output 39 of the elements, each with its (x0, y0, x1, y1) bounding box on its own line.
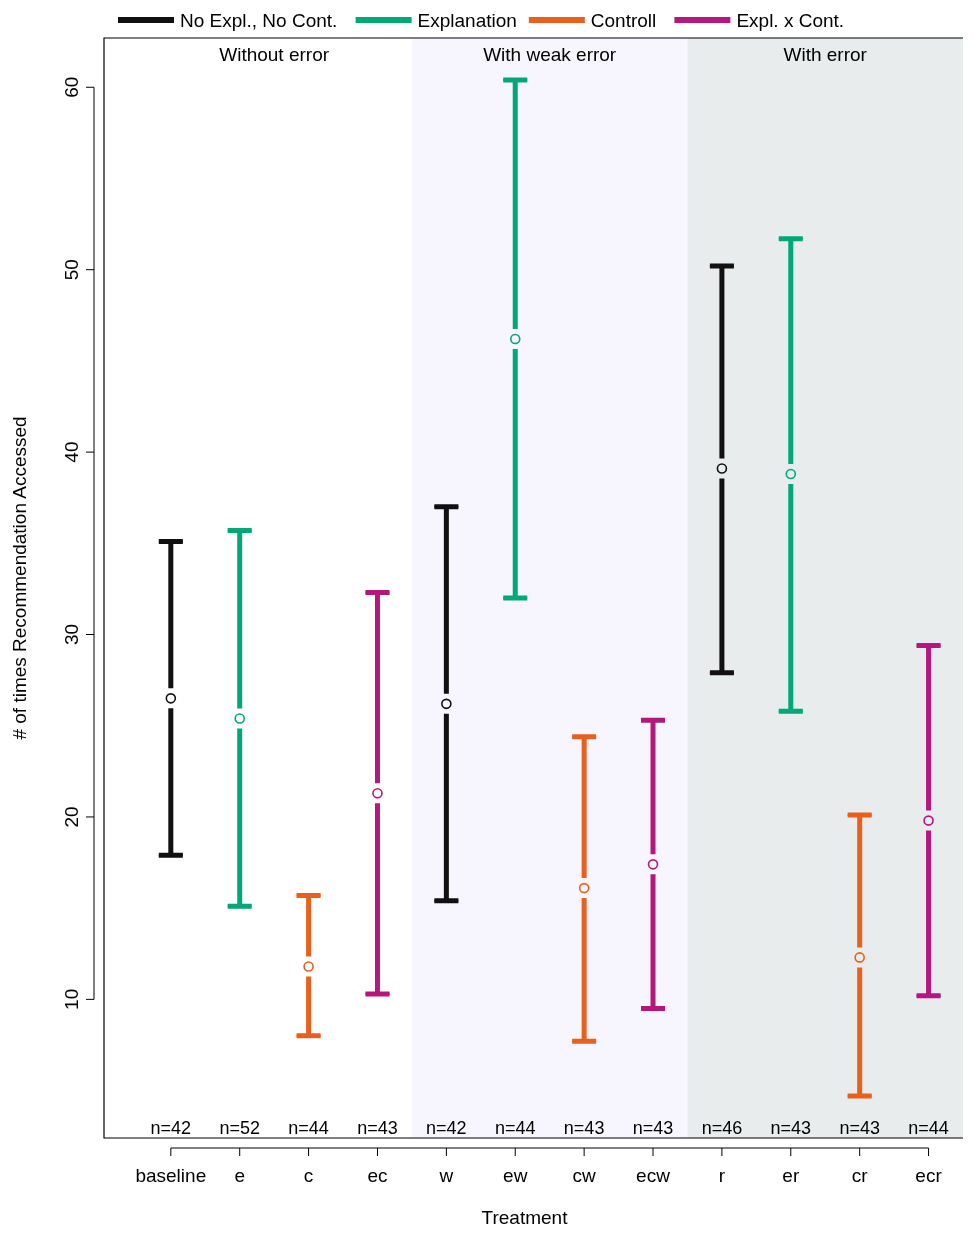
annotation: n=44 (288, 1118, 329, 1138)
x-tick-label: e (234, 1165, 245, 1186)
annotation: n=44 (494, 1118, 536, 1138)
annotation: n=42 (150, 1118, 192, 1138)
legend-label: Controll (590, 10, 657, 31)
x-tick-label: ec (367, 1165, 388, 1186)
annotation: n=42 (426, 1118, 467, 1138)
annotation: n=43 (357, 1118, 398, 1138)
legend-label: Explanation (417, 10, 517, 31)
x-tick-label: ecr (915, 1165, 943, 1186)
y-tick-label: 30 (61, 623, 82, 646)
legend-label: No Expl., No Cont. (180, 10, 338, 31)
y-axis-title: # of times Recommendation Accessed (9, 416, 30, 740)
x-tick-label: ew (503, 1165, 528, 1186)
y-tick-label: 10 (61, 988, 82, 1010)
y-tick-label: 40 (61, 441, 82, 463)
x-axis-title: Treatment (481, 1207, 569, 1228)
x-tick-label: baseline (135, 1165, 207, 1186)
x-tick-label: ecw (636, 1165, 671, 1186)
annotation: n=44 (908, 1118, 949, 1138)
legend-label: Expl. x Cont. (736, 10, 845, 31)
y-tick-label: 50 (61, 259, 82, 281)
annotation: n=43 (563, 1118, 605, 1138)
x-tick-label: c (303, 1165, 314, 1186)
x-tick-label: er (782, 1165, 800, 1186)
x-tick-label: cw (572, 1165, 597, 1186)
band-label: With error (783, 44, 868, 65)
x-tick-label: w (438, 1165, 454, 1186)
annotation: n=43 (770, 1118, 812, 1138)
annotation: n=46 (701, 1118, 743, 1138)
x-tick-label: r (718, 1165, 726, 1186)
x-tick-label: cr (851, 1165, 869, 1186)
annotation: n=52 (219, 1118, 260, 1138)
y-tick-label: 60 (61, 76, 82, 98)
y-tick-label: 20 (61, 806, 82, 828)
band-label: With weak error (483, 44, 617, 65)
annotation: n=43 (632, 1118, 674, 1138)
annotation: n=43 (839, 1118, 880, 1138)
annotation: Without error (219, 44, 330, 65)
